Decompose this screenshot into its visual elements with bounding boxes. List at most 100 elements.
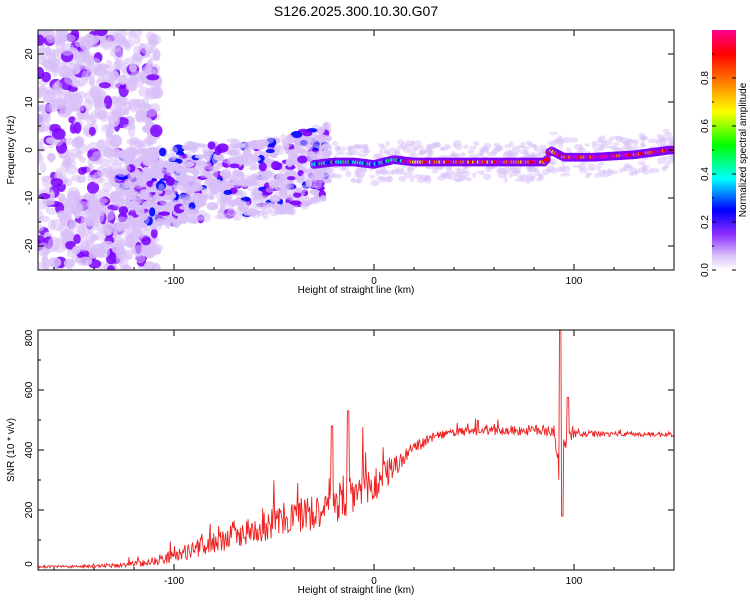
heatmap-cell — [38, 224, 45, 232]
heatmap-cell — [88, 126, 96, 136]
heatmap-cell — [289, 200, 302, 206]
heatmap-cell — [51, 128, 66, 140]
heatmap-cell — [345, 170, 352, 178]
heatmap-cell — [205, 152, 213, 161]
heatmap-cell — [525, 173, 536, 180]
heatmap-cell — [240, 158, 252, 167]
heatmap-cell — [126, 188, 139, 199]
heatmap-cell — [64, 160, 72, 168]
spectrogram-x-tick-label: 100 — [566, 276, 583, 287]
heatmap-cell — [145, 117, 152, 128]
heatmap-cell — [593, 148, 598, 154]
heatmap-cell — [143, 261, 156, 270]
heatmap-cell — [87, 142, 99, 150]
heatmap-cell — [274, 144, 283, 151]
snr-y-tick-label: 400 — [24, 441, 35, 458]
snr-y-tick-label: 200 — [24, 501, 35, 518]
heatmap-cell — [141, 216, 150, 225]
heatmap-cell — [98, 176, 106, 184]
heatmap-cell — [122, 164, 131, 173]
heatmap-cell — [597, 137, 602, 142]
heatmap-cell — [198, 169, 208, 175]
heatmap-cell — [127, 98, 141, 106]
heatmap-cell — [216, 143, 229, 153]
heatmap-cell — [452, 142, 457, 148]
snr-x-tick-label: -100 — [164, 576, 184, 587]
heatmap-cell — [246, 208, 258, 217]
heatmap-cell — [324, 166, 335, 174]
heatmap-cell — [275, 183, 287, 192]
heatmap-cell — [67, 186, 80, 201]
heatmap-cell — [424, 176, 432, 184]
heatmap-cell — [496, 168, 507, 175]
heatmap-cell — [129, 139, 142, 149]
snr-plot-area — [38, 330, 674, 570]
heatmap-cell — [255, 202, 266, 208]
heatmap-cell — [57, 108, 72, 118]
heatmap-cell — [431, 170, 439, 174]
heatmap-cell — [86, 181, 100, 194]
heatmap-cell — [92, 65, 100, 74]
heatmap-cell — [413, 173, 423, 179]
colorbar-tick-label: 0.2 — [700, 215, 711, 229]
heatmap-cell — [74, 90, 87, 99]
heatmap-cell — [547, 140, 557, 147]
heatmap-cell — [48, 219, 57, 231]
heatmap-cell — [402, 146, 412, 153]
heatmap-cell — [147, 38, 159, 46]
heatmap-cell — [250, 156, 261, 162]
heatmap-cell — [370, 179, 380, 187]
spectrogram-x-tick-label: 0 — [371, 276, 377, 287]
heatmap-cell — [550, 161, 555, 165]
heatmap-cell — [401, 164, 407, 168]
heatmap-cell — [452, 171, 457, 178]
heatmap-cell — [269, 195, 281, 203]
heatmap-cell — [469, 153, 480, 159]
heatmap-cell — [300, 184, 308, 193]
heatmap-cell — [187, 167, 198, 174]
heatmap-cell — [534, 148, 541, 152]
heatmap-cell — [118, 74, 128, 86]
heatmap-cell — [127, 200, 140, 209]
heatmap-cell — [323, 135, 332, 142]
heatmap-cell — [56, 210, 67, 219]
heatmap-cell — [38, 152, 44, 166]
heatmap-cell — [181, 145, 188, 150]
heatmap-cell — [331, 141, 339, 146]
heatmap-cell — [38, 242, 51, 257]
heatmap-cell — [449, 153, 456, 157]
heatmap-cell — [135, 207, 145, 216]
heatmap-cell — [409, 176, 415, 183]
heatmap-cell — [315, 173, 320, 180]
heatmap-cell — [122, 107, 130, 116]
snr-panel: -100 0 100 0 200 400 600 800 Height of straight… — [6, 329, 675, 596]
heatmap-cell — [60, 42, 75, 56]
heatmap-cell — [79, 156, 87, 163]
heatmap-cell — [207, 141, 216, 150]
heatmap-cell — [85, 231, 96, 245]
heatmap-cell — [148, 79, 162, 87]
heatmap-cell — [139, 188, 150, 198]
heatmap-cell — [118, 206, 129, 215]
heatmap-cell — [425, 143, 432, 151]
heatmap-cell — [601, 169, 607, 174]
heatmap-cell — [354, 167, 362, 174]
heatmap-cell — [300, 172, 310, 182]
heatmap-cell — [73, 121, 82, 134]
snr-line — [38, 330, 674, 570]
heatmap-cell — [483, 142, 492, 150]
heatmap-cell — [286, 157, 293, 168]
heatmap-cell — [290, 130, 303, 138]
heatmap-cell — [138, 139, 152, 148]
heatmap-cell — [231, 211, 243, 222]
heatmap-cell — [63, 258, 76, 269]
heatmap-cell — [288, 134, 295, 145]
heatmap-cell — [47, 257, 62, 268]
heatmap-cell — [350, 177, 356, 184]
heatmap-cell — [120, 150, 130, 158]
heatmap-cell — [98, 82, 111, 89]
heatmap-cell — [114, 97, 121, 111]
heatmap-cell — [149, 207, 156, 217]
heatmap-cell — [165, 176, 175, 187]
